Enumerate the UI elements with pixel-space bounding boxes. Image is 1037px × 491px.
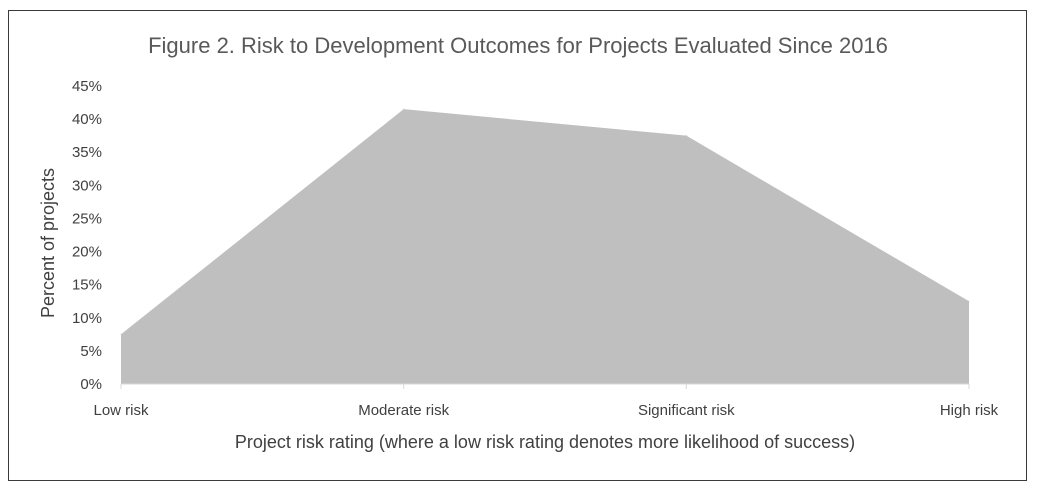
y-tick-label: 25% [72,210,102,227]
chart-frame: Figure 2. Risk to Development Outcomes f… [8,10,1027,481]
x-axis-title: Project risk rating (where a low risk ra… [235,432,855,452]
y-tick-label: 15% [72,277,102,294]
plot-area [120,108,970,389]
y-tick-label: 10% [72,310,102,327]
y-axis-tick-labels: 0% 5% 10% 15% 20% 25% 30% 35% 40% 45% [72,78,102,393]
y-tick-label: 30% [72,177,102,194]
y-tick-label: 45% [72,78,102,95]
y-tick-label: 5% [80,343,102,360]
data-point [403,108,405,110]
x-axis-tick-labels: Low risk Moderate risk Significant risk Hig… [93,402,998,419]
x-tick-label: Significant risk [638,402,735,419]
y-tick-label: 40% [72,111,102,128]
data-point [685,135,687,137]
x-tick-label: Low risk [93,402,149,419]
data-point [968,300,970,302]
x-tick-label: High risk [940,402,999,419]
chart-title: Figure 2. Risk to Development Outcomes f… [148,33,888,58]
chart-svg: Figure 2. Risk to Development Outcomes f… [38,33,999,452]
y-axis-title: Percent of projects [38,168,58,318]
area-series [121,109,969,384]
y-tick-label: 20% [72,244,102,261]
y-tick-label: 0% [80,376,102,393]
y-tick-label: 35% [72,144,102,161]
x-tick-label: Moderate risk [358,402,449,419]
data-point [120,333,122,335]
